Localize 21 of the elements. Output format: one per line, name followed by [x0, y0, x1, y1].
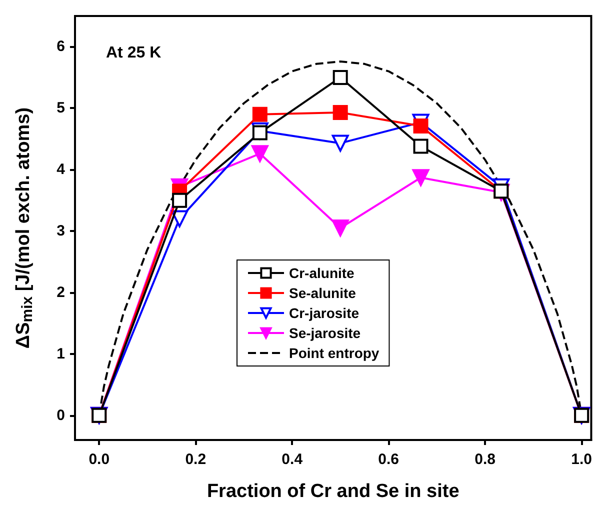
- x-axis-title: Fraction of Cr and Se in site: [206, 481, 460, 502]
- x-tick-label: 0.4: [282, 451, 304, 468]
- annotation: At 25 K: [106, 44, 162, 62]
- x-tick-label: 0.6: [378, 451, 400, 468]
- y-axis-title: ΔSmix [J/(mol exch. atoms): [13, 107, 36, 349]
- y-tick-label: 0: [56, 406, 65, 424]
- y-tick-label: 3: [56, 222, 65, 240]
- y-tick-label: 4: [56, 161, 66, 178]
- y-tick-label: 1: [56, 345, 65, 362]
- x-tick-label: 0.8: [474, 451, 496, 468]
- legend-label: Point entropy: [289, 345, 380, 361]
- x-tick-label: 0.0: [88, 451, 110, 468]
- y-tick-label: 6: [56, 38, 65, 56]
- y-tick-label: 2: [56, 284, 65, 302]
- legend-label: Se-alunite: [289, 285, 356, 301]
- x-tick-label: 0.2: [185, 451, 206, 468]
- legend-label: Cr-alunite: [289, 265, 355, 281]
- legend-label: Cr-jarosite: [289, 305, 360, 321]
- y-tick-label: 5: [56, 100, 65, 117]
- x-tick-label: 1.0: [571, 451, 592, 468]
- legend-label: Se-jarosite: [289, 325, 361, 341]
